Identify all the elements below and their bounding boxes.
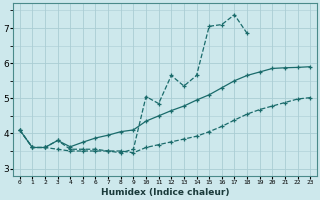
X-axis label: Humidex (Indice chaleur): Humidex (Indice chaleur) (101, 188, 229, 197)
